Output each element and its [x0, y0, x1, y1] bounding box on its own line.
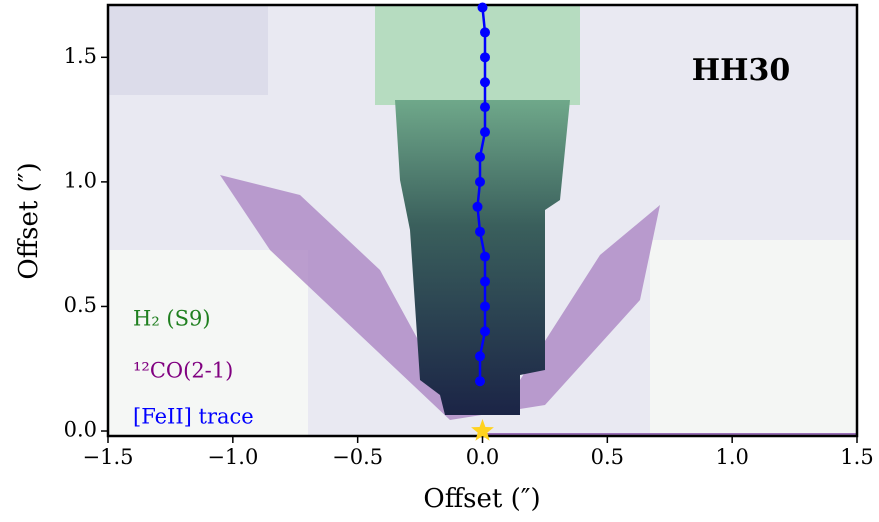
x-tick-label: 1.5	[840, 445, 873, 469]
x-tick-label: −1.5	[83, 445, 134, 469]
trace-point	[475, 176, 486, 187]
x-axis-label: Offset (″)	[423, 484, 540, 514]
trace-point	[479, 301, 490, 312]
trace-point	[472, 201, 483, 212]
background-map	[108, 5, 857, 436]
trace-point	[475, 226, 486, 237]
y-tick-label: 1.0	[64, 168, 97, 192]
y-tick-label: 0.5	[64, 293, 97, 317]
y-tick-label: 1.5	[64, 44, 97, 68]
annotation: H₂ (S9)	[133, 307, 211, 331]
x-tick-label: 0.0	[466, 445, 499, 469]
trace-point	[475, 376, 486, 387]
x-tick-label: −1.0	[207, 445, 258, 469]
x-tick-label: 1.0	[715, 445, 748, 469]
y-axis-label: Offset (″)	[14, 162, 44, 279]
annotation: ¹²CO(2-1)	[133, 359, 233, 383]
trace-point	[479, 251, 490, 262]
trace-point	[475, 351, 486, 362]
trace-point	[479, 127, 490, 138]
trace-point	[479, 52, 490, 63]
y-tick-label: 0.0	[64, 418, 97, 442]
trace-point	[475, 151, 486, 162]
trace-point	[479, 276, 490, 287]
source-star	[471, 419, 494, 441]
trace-point	[477, 2, 488, 13]
x-tick-label: 0.5	[591, 445, 624, 469]
chart-title: HH30	[692, 53, 790, 88]
trace-point	[479, 102, 490, 113]
trace-point	[479, 326, 490, 337]
trace-line	[476, 7, 487, 382]
x-tick-label: −0.5	[332, 445, 383, 469]
trace-point	[479, 27, 490, 38]
trace-point	[479, 77, 490, 88]
legend-entry: [FeII] trace	[133, 405, 254, 429]
